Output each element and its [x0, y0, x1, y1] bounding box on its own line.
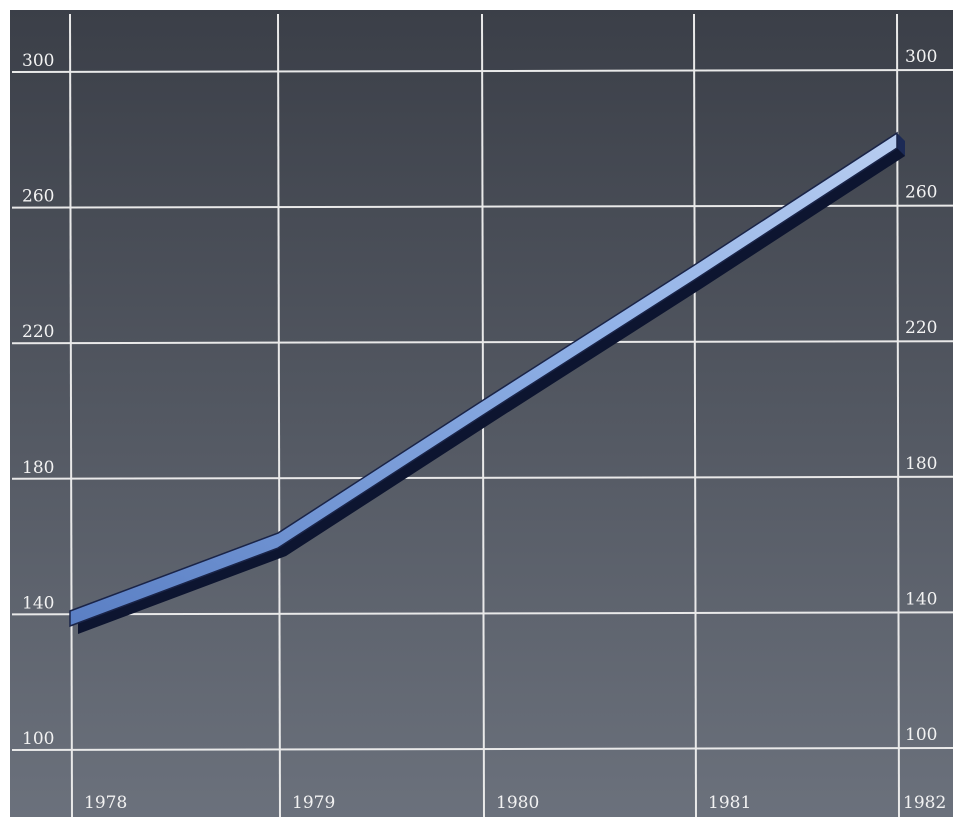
vertical-gridline-1979 — [277, 13, 281, 818]
vertical-gridline-1981 — [693, 13, 697, 818]
x-tick-label-1980: 1980 — [496, 793, 539, 813]
x-tick-label-1981: 1981 — [708, 793, 751, 813]
left-tick-label-100: 100 — [22, 729, 54, 749]
horizontal-gridline-300 — [11, 69, 954, 73]
horizontal-gridline-100 — [11, 747, 954, 751]
left-tick-label-140: 140 — [22, 593, 54, 613]
x-tick-labels: 1978 1979 1980 1981 1982 — [84, 793, 946, 813]
right-tick-label-300: 300 — [905, 47, 937, 67]
right-tick-label-100: 100 — [905, 725, 937, 745]
left-tick-label-180: 180 — [22, 458, 54, 478]
right-tick-label-260: 260 — [905, 183, 937, 203]
x-tick-label-1982: 1982 — [903, 793, 946, 813]
right-tick-labels: 300 260 220 180 140 100 — [905, 47, 937, 745]
right-tick-label-180: 180 — [905, 454, 937, 474]
x-tick-label-1979: 1979 — [292, 793, 335, 813]
left-tick-label-260: 260 — [22, 187, 54, 207]
series-line — [69, 131, 898, 628]
right-tick-label-220: 220 — [905, 318, 937, 338]
vertical-gridline-1978 — [69, 13, 73, 818]
left-tick-label-220: 220 — [22, 322, 54, 342]
left-tick-label-300: 300 — [22, 51, 54, 71]
horizontal-gridline-180 — [11, 475, 954, 480]
left-tick-labels: 300 260 220 180 140 100 — [22, 51, 54, 749]
right-tick-label-140: 140 — [905, 589, 937, 609]
series-group — [69, 131, 905, 635]
horizontal-gridline-140 — [11, 611, 954, 616]
x-tick-label-1978: 1978 — [84, 793, 127, 813]
horizontal-gridline-220 — [11, 340, 954, 345]
series-line-end-face — [897, 133, 905, 157]
